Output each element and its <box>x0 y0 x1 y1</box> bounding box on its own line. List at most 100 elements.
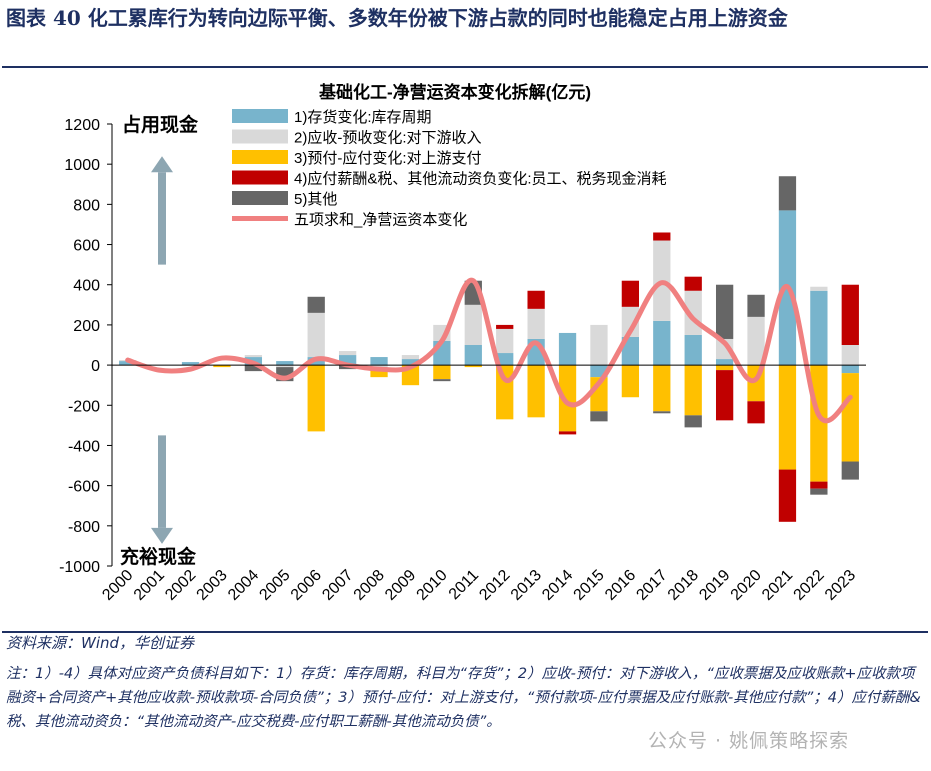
bar-payroll-2018 <box>684 276 702 291</box>
bar-receivable-2019 <box>715 338 734 360</box>
bar-inventory-2008 <box>370 357 388 366</box>
stacked-bar-chart: 基础化工-净营运资本变化拆解(亿元) -1000 -800 -600 -400 -200… <box>59 82 866 604</box>
source-rule <box>2 631 928 633</box>
bar-inventory-2022 <box>810 290 828 366</box>
bar-other-2023 <box>841 461 859 480</box>
figure-title: 图表 40 化工累库行为转向边际平衡、多数年份被下游占款的同时也能稳定占用上游资… <box>6 6 788 30</box>
bar-prepaid-2010 <box>433 365 451 380</box>
legend-swatch-other <box>232 191 288 205</box>
x-tick-label: 2011 <box>446 567 482 603</box>
x-tick-label: 2014 <box>539 567 576 604</box>
bar-receivable-2011 <box>464 304 482 345</box>
x-tick-label: 2013 <box>508 567 545 604</box>
bar-receivable-2016 <box>621 306 640 337</box>
y-tick-label: -400 <box>68 438 100 455</box>
bar-receivable-2007 <box>338 351 357 356</box>
bar-prepaid-2019 <box>715 365 734 371</box>
y-tick-label: 0 <box>91 358 100 375</box>
footnote: 注：1）-4）具体对应资产负债科目如下：1）存货：库存周期，科目为“存货”；2）… <box>6 666 921 730</box>
up-arrowhead-icon <box>151 156 173 173</box>
bar-prepaid-2008 <box>370 369 388 378</box>
bar-payroll-2019 <box>715 370 734 421</box>
y-tick-label: -800 <box>68 519 100 536</box>
x-tick-label: 2006 <box>288 567 325 604</box>
watermark: 公众号 · 姚佩策略探索 <box>648 730 850 752</box>
bar-other-2015 <box>590 411 608 422</box>
legend-label-payroll: 4)应付薪酬&税、其他流动资负变化:员工、税务现金消耗 <box>294 170 667 188</box>
x-tick-label: 2022 <box>791 567 828 604</box>
legend-label-receivable: 2)应收-预收变化:对下游收入 <box>294 129 482 147</box>
bar-payroll-2020 <box>747 401 765 424</box>
x-tick-label: 2009 <box>382 567 419 604</box>
x-tick-label: 2021 <box>759 567 796 604</box>
bar-prepaid-2006 <box>307 365 325 432</box>
bar-receivable-2004 <box>244 355 263 358</box>
bar-payroll-2012 <box>496 324 514 329</box>
x-tick-label: 2004 <box>225 567 262 604</box>
bar-receivable-2020 <box>747 316 765 366</box>
bar-other-2021 <box>778 176 797 211</box>
x-tick-label: 2019 <box>696 567 733 604</box>
x-tick-label: 2001 <box>131 567 168 604</box>
bar-prepaid-2018 <box>684 365 702 416</box>
y-tick-label: -600 <box>68 479 100 496</box>
bar-other-2018 <box>684 415 702 428</box>
annotation-occupy-cash: 占用现金 <box>122 113 199 136</box>
bar-receivable-2012 <box>496 328 514 354</box>
bar-payroll-2021 <box>778 469 797 522</box>
bar-receivable-2006 <box>307 312 325 358</box>
chart-title: 基础化工-净营运资本变化拆解(亿元) <box>318 82 591 102</box>
bar-inventory-2019 <box>715 359 734 366</box>
title-rule <box>2 66 928 68</box>
x-tick-label: 2007 <box>319 567 356 604</box>
x-tick-label: 2000 <box>99 567 136 604</box>
bar-receivable-2013 <box>527 308 545 339</box>
bar-inventory-2018 <box>684 334 702 366</box>
bar-prepaid-2011 <box>464 365 482 368</box>
legend-swatch-inventory <box>232 109 288 123</box>
bar-receivable-2009 <box>401 355 420 360</box>
y-tick-label: 1000 <box>64 157 100 174</box>
x-tick-label: 2005 <box>256 567 293 604</box>
legend-label-prepaid: 3)预付-应付变化:对上游支付 <box>294 149 482 167</box>
bar-prepaid-2016 <box>621 365 640 398</box>
bar-receivable-2022 <box>810 286 828 291</box>
y-tick-label: 200 <box>73 318 100 335</box>
y-tick-label: -200 <box>68 398 100 415</box>
cash-direction-arrows: 占用现金 充裕现金 <box>120 113 199 568</box>
x-tick-label: 2018 <box>665 567 702 604</box>
sum-line-series <box>125 277 853 424</box>
bar-payroll-2014 <box>558 431 577 435</box>
bar-other-2017 <box>653 411 671 414</box>
bar-inventory-2011 <box>464 345 482 366</box>
bar-payroll-2016 <box>621 280 640 307</box>
bar-payroll-2017 <box>653 232 671 241</box>
x-tick-label: 2020 <box>728 567 765 604</box>
legend-swatch-prepaid <box>232 150 288 164</box>
x-tick-label: 2012 <box>476 567 513 604</box>
bar-other-2004 <box>244 365 263 372</box>
bar-receivable-2023 <box>841 345 859 366</box>
y-tick-label: 800 <box>73 197 100 214</box>
bar-other-2010 <box>433 379 451 382</box>
bar-receivable-2015 <box>590 324 608 366</box>
bar-prepaid-2022 <box>810 365 828 482</box>
x-tick-label: 2023 <box>822 567 859 604</box>
bar-payroll-2023 <box>841 284 859 345</box>
bar-prepaid-2023 <box>841 373 859 462</box>
bar-other-2006 <box>307 296 325 313</box>
bar-inventory-2007 <box>338 355 357 366</box>
bar-inventory-2012 <box>496 353 514 366</box>
annotation-ample-cash: 充裕现金 <box>120 545 197 568</box>
legend-label-inventory: 1)存货变化:库存周期 <box>294 109 432 126</box>
x-tick-label: 2002 <box>162 567 199 604</box>
bar-inventory-2016 <box>621 336 640 366</box>
bar-inventory-2017 <box>653 320 671 366</box>
bar-prepaid-2003 <box>213 365 231 368</box>
bar-other-2019 <box>715 284 734 339</box>
x-tick-label: 2015 <box>571 567 608 604</box>
legend-swatch-receivable <box>232 129 288 144</box>
y-tick-label: 1200 <box>64 117 100 134</box>
down-arrowhead-icon <box>151 527 173 544</box>
bar-prepaid-2021 <box>778 365 797 470</box>
